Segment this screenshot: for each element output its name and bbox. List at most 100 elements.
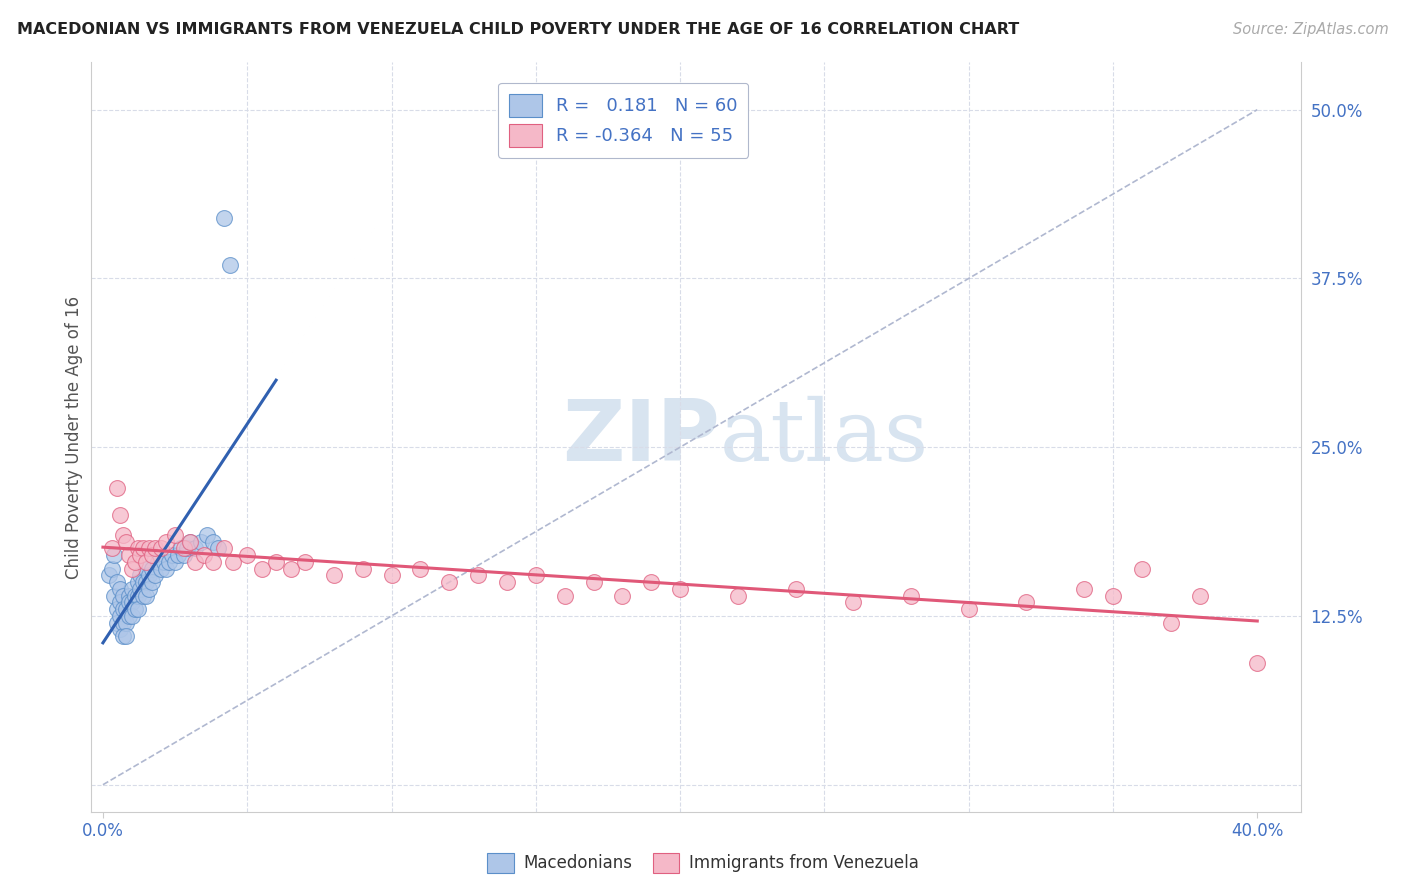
Point xyxy=(132,575,155,590)
Point xyxy=(129,582,152,596)
Point xyxy=(155,562,177,576)
Point xyxy=(640,575,662,590)
Point xyxy=(409,562,432,576)
Point xyxy=(1130,562,1153,576)
Point xyxy=(184,541,207,556)
Point xyxy=(110,582,132,596)
Point xyxy=(222,555,245,569)
Point xyxy=(100,541,122,556)
Point xyxy=(135,555,157,569)
Point xyxy=(110,609,132,624)
Point xyxy=(129,568,152,582)
Point xyxy=(380,568,402,582)
Point xyxy=(112,589,135,603)
Point xyxy=(118,589,141,603)
Point xyxy=(524,568,547,582)
Point xyxy=(157,555,180,569)
Point xyxy=(554,589,576,603)
Point xyxy=(127,541,149,556)
Point xyxy=(135,589,157,603)
Point xyxy=(155,534,177,549)
Point xyxy=(135,562,157,576)
Point xyxy=(110,595,132,609)
Point xyxy=(141,548,163,562)
Point xyxy=(143,568,166,582)
Legend: Macedonians, Immigrants from Venezuela: Macedonians, Immigrants from Venezuela xyxy=(481,847,925,880)
Point xyxy=(1015,595,1038,609)
Point xyxy=(135,575,157,590)
Point xyxy=(138,541,160,556)
Point xyxy=(1073,582,1095,596)
Point xyxy=(105,481,128,495)
Point xyxy=(219,258,242,272)
Point xyxy=(669,582,692,596)
Point xyxy=(149,562,172,576)
Point xyxy=(121,609,143,624)
Point xyxy=(179,534,201,549)
Point xyxy=(294,555,316,569)
Point xyxy=(129,548,152,562)
Point xyxy=(957,602,980,616)
Point xyxy=(170,541,193,556)
Point xyxy=(280,562,302,576)
Point xyxy=(112,615,135,630)
Point xyxy=(160,548,183,562)
Point xyxy=(179,534,201,549)
Point xyxy=(173,548,195,562)
Point xyxy=(149,541,172,556)
Text: Source: ZipAtlas.com: Source: ZipAtlas.com xyxy=(1233,22,1389,37)
Point xyxy=(496,575,519,590)
Point xyxy=(322,568,344,582)
Point xyxy=(112,629,135,643)
Point xyxy=(103,589,125,603)
Point xyxy=(727,589,749,603)
Point xyxy=(352,562,374,576)
Point xyxy=(1102,589,1125,603)
Point xyxy=(127,575,149,590)
Point xyxy=(100,562,122,576)
Point xyxy=(264,555,287,569)
Point xyxy=(124,602,146,616)
Point xyxy=(201,555,224,569)
Point xyxy=(165,555,187,569)
Point xyxy=(121,562,143,576)
Point xyxy=(110,508,132,522)
Point xyxy=(1160,615,1182,630)
Point xyxy=(143,541,166,556)
Point xyxy=(105,575,128,590)
Point xyxy=(141,575,163,590)
Point xyxy=(173,541,195,556)
Point xyxy=(105,615,128,630)
Point xyxy=(785,582,807,596)
Point xyxy=(118,609,141,624)
Point xyxy=(612,589,634,603)
Point xyxy=(250,562,273,576)
Point xyxy=(103,548,125,562)
Point xyxy=(121,595,143,609)
Point xyxy=(97,568,120,582)
Point xyxy=(118,548,141,562)
Point xyxy=(112,602,135,616)
Point xyxy=(141,562,163,576)
Point xyxy=(842,595,865,609)
Point xyxy=(582,575,605,590)
Point xyxy=(165,528,187,542)
Point xyxy=(115,602,138,616)
Point xyxy=(439,575,461,590)
Legend: R =   0.181   N = 60, R = -0.364   N = 55: R = 0.181 N = 60, R = -0.364 N = 55 xyxy=(498,83,748,158)
Text: atlas: atlas xyxy=(720,395,929,479)
Point xyxy=(1188,589,1211,603)
Point xyxy=(127,602,149,616)
Point xyxy=(467,568,489,582)
Point xyxy=(132,589,155,603)
Text: ZIP: ZIP xyxy=(562,395,720,479)
Point xyxy=(167,548,190,562)
Point xyxy=(184,555,207,569)
Point xyxy=(127,589,149,603)
Point xyxy=(193,548,215,562)
Point xyxy=(118,595,141,609)
Point xyxy=(132,541,155,556)
Y-axis label: Child Poverty Under the Age of 16: Child Poverty Under the Age of 16 xyxy=(65,295,83,579)
Point xyxy=(138,568,160,582)
Point xyxy=(138,582,160,596)
